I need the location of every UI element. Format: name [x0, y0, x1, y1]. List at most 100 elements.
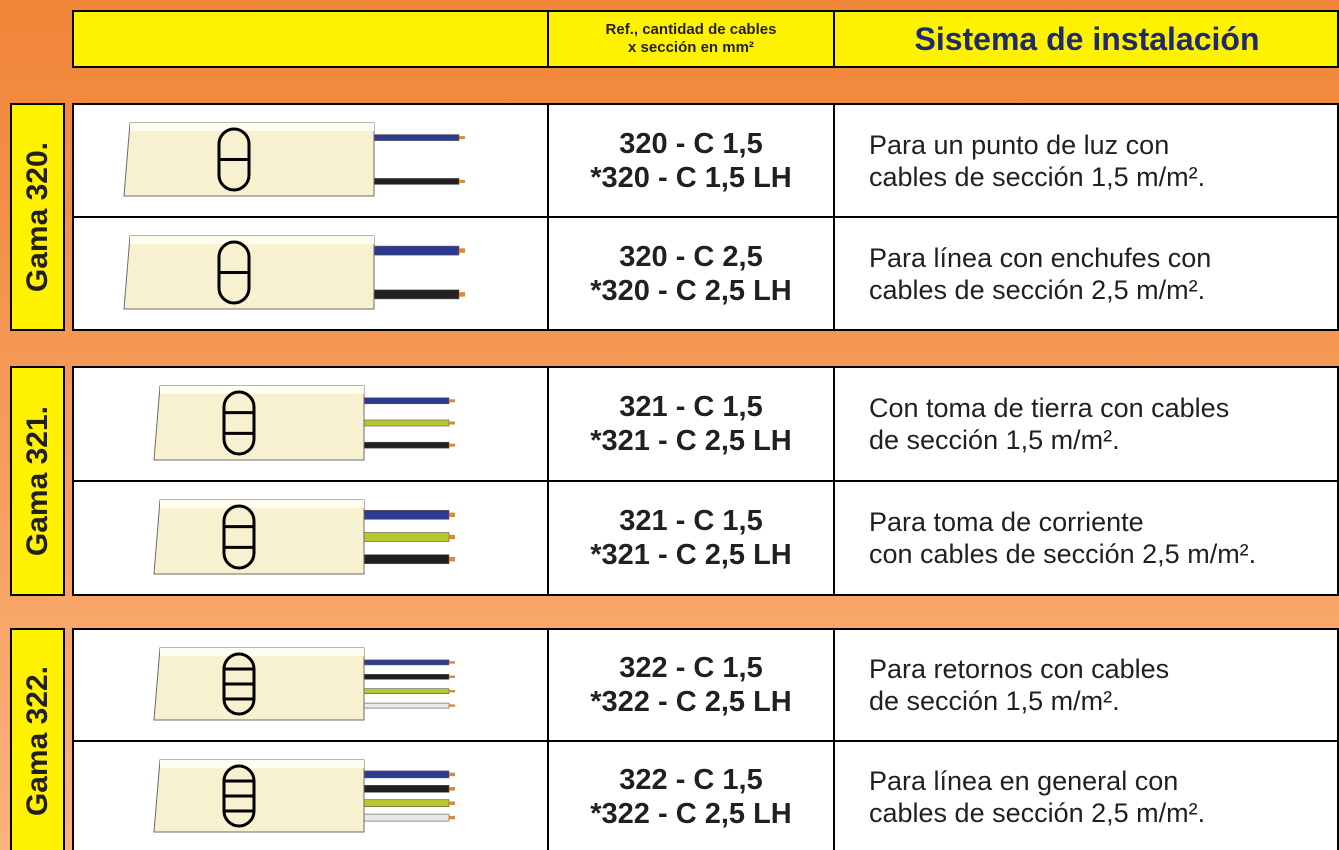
wire-tip [449, 801, 455, 805]
cable-body [153, 499, 365, 575]
ref-code: *322 - C 2,5 LH [590, 798, 792, 830]
wire [363, 702, 450, 709]
wire-tip [459, 179, 465, 183]
divider [547, 628, 549, 850]
group-label: Gama 320. [10, 103, 65, 331]
ref-header: Ref., cantidad de cables x sección en mm… [549, 10, 833, 68]
wire-tip [449, 556, 455, 562]
wire-tip [449, 534, 455, 540]
ref-code: 322 - C 1,5 [619, 652, 763, 684]
cable-body [153, 759, 365, 833]
wire-tip [449, 787, 455, 791]
system-header: Sistema de instalación [914, 20, 1260, 57]
description-cell: Para retornos con cables de sección 1,5 m… [835, 630, 1339, 740]
cable-body [153, 385, 365, 461]
cable-body [153, 647, 365, 721]
description-line: de sección 1,5 m/m². [869, 425, 1120, 455]
description-cell: Para un punto de luz con cables de secció… [835, 105, 1339, 216]
description-cell: Para línea en general con cables de secci… [835, 742, 1339, 850]
ref-code: 320 - C 2,5 [619, 240, 763, 273]
divider [833, 10, 835, 68]
wire-tip [459, 248, 465, 253]
group-label-text: Gama 321. [20, 405, 54, 557]
wire [363, 784, 450, 793]
description-line: Para retornos con cables [869, 654, 1170, 684]
description-line: Para línea en general con [869, 766, 1179, 796]
group-label-text: Gama 322. [20, 665, 54, 817]
cable-symbol [222, 504, 256, 570]
description-line: Con toma de tierra con cables [869, 393, 1230, 423]
description-line: Para toma de corriente [869, 507, 1144, 537]
ref-code: *320 - C 2,5 LH [590, 274, 792, 307]
row-divider [72, 480, 1339, 482]
ref-cell: 320 - C 2,5 *320 - C 2,5 LH [549, 218, 833, 329]
wire [363, 813, 450, 822]
cable-illustration [123, 235, 465, 310]
cable-highlight [130, 123, 374, 131]
wire-tip [449, 512, 455, 518]
cable-illustration [153, 647, 455, 721]
cable-highlight [130, 236, 374, 244]
cable-highlight [160, 760, 364, 768]
cable-illustration [123, 122, 465, 197]
wire [363, 532, 450, 542]
group-label-text: Gama 320. [20, 141, 54, 293]
group-label: Gama 322. [10, 628, 65, 850]
cable-illustration [153, 499, 455, 575]
wire [363, 554, 450, 564]
ref-header-line: Ref., cantidad de cables [605, 21, 777, 38]
wire-tip [449, 443, 455, 447]
wire-tip [449, 661, 455, 664]
ref-code: *321 - C 2,5 LH [590, 539, 792, 571]
wire [363, 799, 450, 808]
description-cell: Para toma de corriente con cables de secc… [835, 482, 1339, 594]
wire-tip [459, 292, 465, 297]
divider [547, 10, 549, 68]
ref-code: 320 - C 1,5 [619, 127, 763, 160]
description-cell: Para línea con enchufes con cables de sec… [835, 218, 1339, 329]
wire-tip [459, 136, 465, 140]
row-divider [72, 216, 1339, 218]
ref-code: 321 - C 1,5 [619, 391, 763, 423]
group-label: Gama 321. [10, 366, 65, 596]
ref-code: *320 - C 1,5 LH [590, 161, 792, 194]
description-line: cables de sección 1,5 m/m². [869, 161, 1206, 192]
header-bar [72, 10, 1339, 68]
ref-code: 321 - C 1,5 [619, 505, 763, 537]
wire-tip [449, 421, 455, 425]
wire-tip [449, 399, 455, 403]
wire [373, 134, 460, 141]
ref-code: 322 - C 1,5 [619, 764, 763, 796]
cable-highlight [160, 386, 364, 394]
ref-cell: 322 - C 1,5 *322 - C 2,5 LH [549, 742, 833, 850]
ref-code: *321 - C 2,5 LH [590, 425, 792, 457]
cable-highlight [160, 500, 364, 508]
wire [363, 419, 450, 427]
ref-cell: 320 - C 1,5 *320 - C 1,5 LH [549, 105, 833, 216]
wire [373, 245, 460, 256]
wire [363, 688, 450, 695]
ref-code: *322 - C 2,5 LH [590, 686, 792, 718]
wire [363, 441, 450, 449]
divider [833, 628, 835, 850]
description-line: con cables de sección 2,5 m/m². [869, 539, 1257, 569]
description-line: cables de sección 2,5 m/m². [869, 274, 1206, 305]
description-cell: Con toma de tierra con cables de sección … [835, 368, 1339, 480]
ref-cell: 321 - C 1,5 *321 - C 2,5 LH [549, 368, 833, 480]
wire [363, 509, 450, 520]
ref-header-line: x sección en mm² [628, 39, 754, 56]
wire-tip [449, 772, 455, 777]
wire [363, 397, 450, 405]
wire-tip [449, 689, 455, 693]
description-line: de sección 1,5 m/m². [869, 686, 1120, 716]
cable-illustration [153, 385, 455, 461]
description-line: Para un punto de luz con [869, 129, 1170, 160]
cable-illustration [153, 759, 455, 833]
wire [373, 178, 460, 185]
row-divider [72, 740, 1339, 742]
description-line: Para línea con enchufes con [869, 242, 1212, 273]
wire-tip [449, 704, 455, 707]
wire [363, 770, 450, 779]
wire-tip [449, 815, 455, 820]
